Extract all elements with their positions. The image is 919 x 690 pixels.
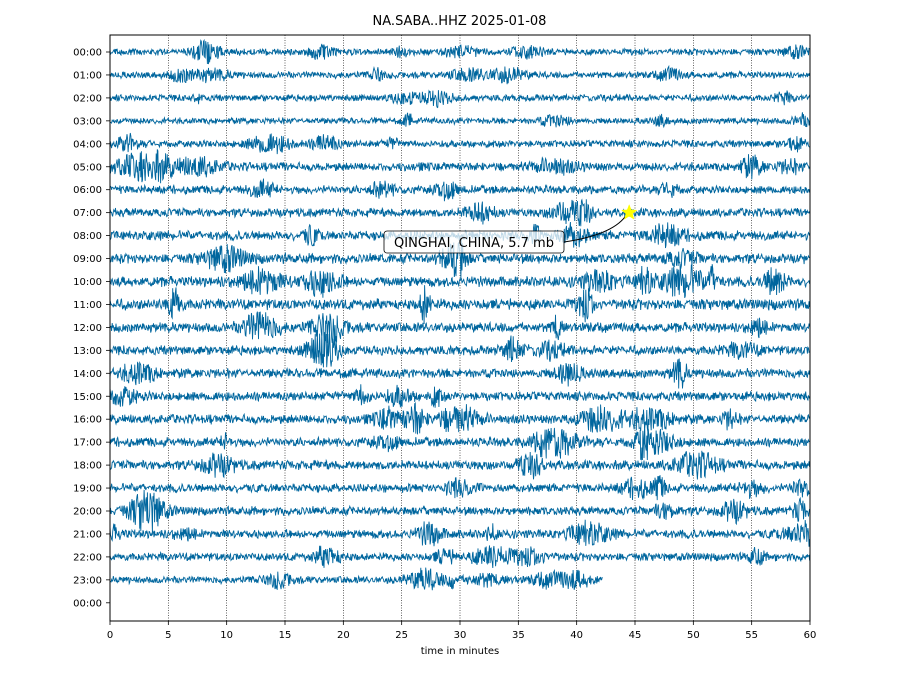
trace-row <box>109 198 811 227</box>
trace-row <box>109 331 810 368</box>
trace-row <box>109 519 811 547</box>
trace-row <box>109 450 811 480</box>
y-tick-label: 13:00 <box>73 346 102 357</box>
trace-row <box>109 38 810 65</box>
x-tick-label: 50 <box>687 630 700 641</box>
trace-row <box>109 421 810 461</box>
chart-title: NA.SABA..HHZ 2025-01-08 <box>373 14 547 29</box>
y-tick-label: 21:00 <box>73 529 102 540</box>
x-axis-ticks: 0 5 10 15 20 25 30 35 40 45 50 55 60 <box>107 621 817 641</box>
y-tick-label: 23:00 <box>73 575 102 586</box>
trace-row <box>109 132 810 155</box>
x-tick-label: 60 <box>804 630 817 641</box>
trace-row <box>109 475 810 501</box>
y-tick-label: 22:00 <box>73 552 102 563</box>
y-tick-label: 01:00 <box>73 70 102 81</box>
y-tick-label: 09:00 <box>73 254 102 265</box>
y-axis-ticks: 00:00 01:00 02:00 03:00 04:00 05:00 06:00 07:00… <box>73 48 110 609</box>
y-tick-label: 06:00 <box>73 185 102 196</box>
trace-row <box>109 149 811 184</box>
x-tick-label: 45 <box>629 630 642 641</box>
y-tick-label: 02:00 <box>73 93 102 104</box>
event-annotation: QINGHAI, CHINA, 5.7 mb <box>383 204 638 254</box>
trace-row <box>109 489 811 533</box>
y-tick-label: 05:00 <box>73 162 102 173</box>
annotation-box <box>383 230 565 254</box>
trace-row <box>109 285 811 325</box>
y-tick-label: 20:00 <box>73 507 102 518</box>
y-tick-label: 11:00 <box>73 300 102 311</box>
y-tick-label: 18:00 <box>73 461 102 472</box>
trace-row <box>109 178 811 202</box>
x-tick-label: 35 <box>512 630 525 641</box>
trace-row <box>109 384 811 408</box>
y-tick-label: 19:00 <box>73 484 102 495</box>
x-tick-label: 15 <box>279 630 292 641</box>
x-tick-label: 30 <box>454 630 467 641</box>
x-tick-label: 55 <box>745 630 758 641</box>
y-tick-label: 17:00 <box>73 438 102 449</box>
seismic-traces <box>109 38 811 591</box>
y-tick-label: 07:00 <box>73 208 102 219</box>
y-tick-label: 15:00 <box>73 392 102 403</box>
y-tick-label: 00:00 <box>73 598 102 609</box>
trace-row <box>110 112 811 129</box>
y-tick-label: 12:00 <box>73 323 102 334</box>
y-tick-label: 10:00 <box>73 277 102 288</box>
trace-row <box>109 311 811 344</box>
x-tick-label: 20 <box>337 630 350 641</box>
trace-row <box>109 545 811 569</box>
trace-row <box>109 89 811 109</box>
y-tick-label: 00:00 <box>73 48 102 59</box>
x-tick-label: 10 <box>220 630 233 641</box>
event-label: QINGHAI, CHINA, 5.7 mb <box>394 236 554 251</box>
trace-row <box>109 402 811 435</box>
y-tick-label: 03:00 <box>73 116 102 127</box>
x-tick-label: 5 <box>165 630 171 641</box>
trace-row <box>109 64 811 85</box>
x-axis-label: time in minutes <box>421 646 500 657</box>
trace-row <box>109 358 811 389</box>
annotation-arrow <box>563 216 626 243</box>
y-tick-label: 08:00 <box>73 231 102 242</box>
x-tick-label: 25 <box>395 630 408 641</box>
x-tick-label: 40 <box>570 630 583 641</box>
y-tick-label: 14:00 <box>73 369 102 380</box>
trace-row <box>109 264 811 299</box>
trace-row <box>109 567 603 591</box>
y-tick-label: 04:00 <box>73 139 102 150</box>
x-tick-label: 0 <box>107 630 113 641</box>
event-star-icon <box>620 204 638 220</box>
y-tick-label: 16:00 <box>73 415 102 426</box>
